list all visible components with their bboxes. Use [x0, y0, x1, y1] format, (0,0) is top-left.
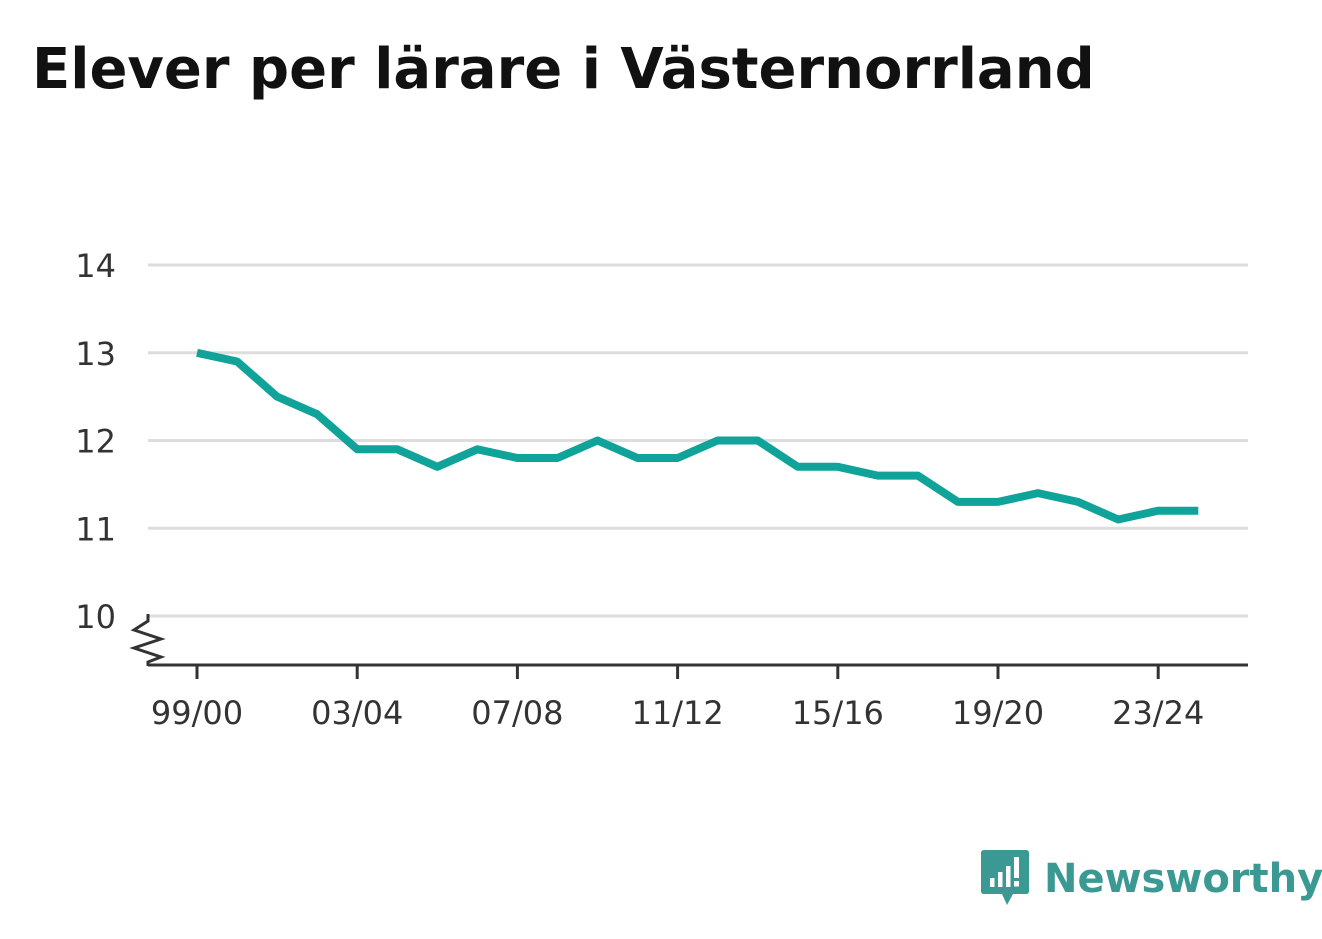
data-point-22/23 — [1114, 515, 1122, 523]
data-point-01/02 — [273, 393, 281, 401]
data-point-02/03 — [313, 410, 321, 418]
data-point-21/22 — [1074, 498, 1082, 506]
data-point-16/17 — [874, 472, 882, 480]
data-point-03/04 — [353, 445, 361, 453]
data-point-20/21 — [1034, 489, 1042, 497]
data-point-17/18 — [914, 472, 922, 480]
x-tick-label-11/12: 11/12 — [631, 694, 723, 732]
data-point-11/12 — [674, 454, 682, 462]
y-tick-label-10: 10 — [75, 598, 116, 636]
data-point-06/07 — [473, 445, 481, 453]
series-layer — [193, 348, 1202, 524]
data-point-05/06 — [433, 463, 441, 471]
data-point-09/10 — [594, 437, 602, 445]
x-tick-label-03/04: 03/04 — [311, 694, 403, 732]
chart-title: Elever per lärare i Västernorrland — [32, 37, 1095, 102]
y-tick-label-14: 14 — [75, 247, 116, 285]
data-point-13/14 — [754, 437, 762, 445]
data-point-24/25 — [1194, 507, 1202, 515]
x-tick-label-99/00: 99/00 — [151, 694, 243, 732]
newsworthy-logo: Newsworthy — [980, 848, 1322, 910]
x-tick-label-23/24: 23/24 — [1112, 694, 1204, 732]
y-tick-label-13: 13 — [75, 335, 116, 373]
data-point-07/08 — [513, 454, 521, 462]
y-axis-break-icon — [129, 614, 166, 666]
x-tick-label-19/20: 19/20 — [952, 694, 1044, 732]
newsworthy-logo-text: Newsworthy — [1044, 856, 1322, 902]
y-tick-label-12: 12 — [75, 423, 116, 461]
data-point-14/15 — [794, 463, 802, 471]
data-point-00/01 — [233, 358, 241, 366]
data-point-12/13 — [714, 437, 722, 445]
data-point-19/20 — [994, 498, 1002, 506]
x-tick-label-07/08: 07/08 — [471, 694, 563, 732]
series-line-0 — [196, 348, 1199, 524]
x-tick-label-15/16: 15/16 — [792, 694, 884, 732]
y-tick-label-11: 11 — [75, 510, 116, 548]
data-point-04/05 — [393, 445, 401, 453]
data-point-10/11 — [634, 454, 642, 462]
y-axis-tick-labels: 10 11 12 13 14 — [75, 247, 116, 636]
data-point-99/00 — [193, 349, 201, 357]
data-point-23/24 — [1154, 507, 1162, 515]
gridlines — [148, 263, 1248, 618]
data-point-15/16 — [834, 463, 842, 471]
newsworthy-logo-icon — [981, 850, 1029, 905]
data-point-18/19 — [954, 498, 962, 506]
data-point-08/09 — [553, 454, 561, 462]
x-axis: 99/00 03/04 07/08 11/12 15/16 19/20 23/24 — [129, 614, 1248, 732]
